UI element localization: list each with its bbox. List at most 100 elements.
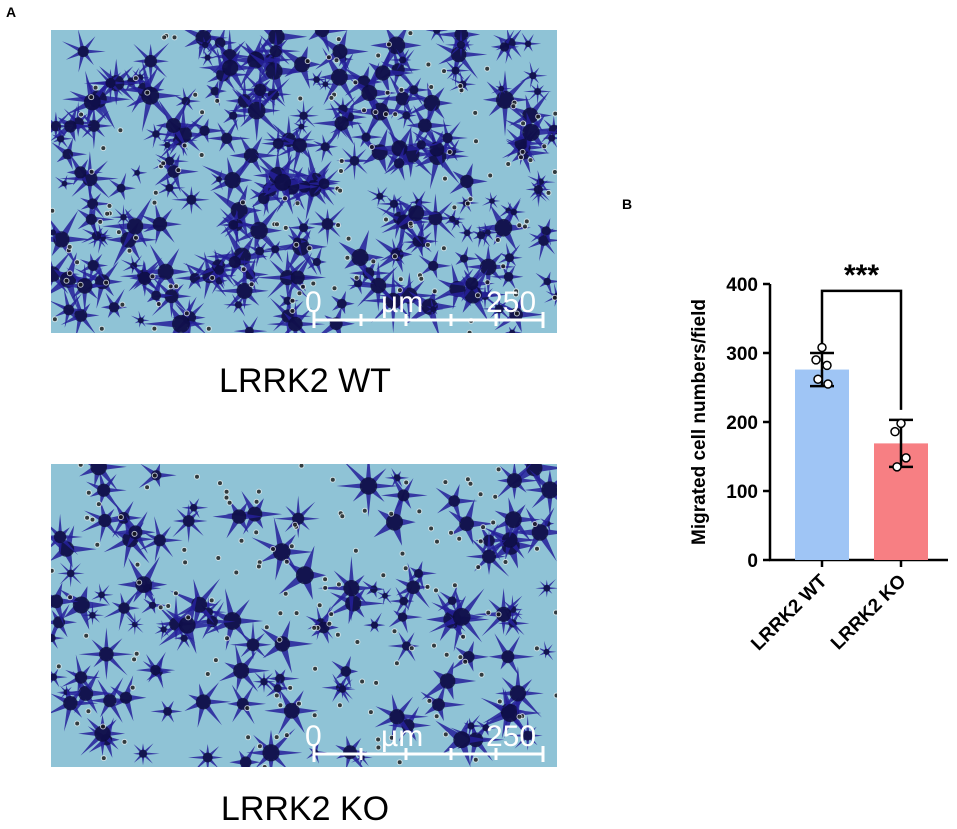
membrane-pore [238, 537, 245, 544]
membrane-pore [516, 713, 523, 720]
membrane-pore [85, 489, 92, 496]
membrane-pore [541, 143, 548, 150]
membrane-pore [396, 759, 403, 766]
cell-nucleus [87, 198, 98, 210]
membrane-pore [51, 316, 58, 323]
membrane-pore [399, 550, 406, 557]
cell-nucleus [182, 515, 195, 527]
membrane-pore [282, 195, 288, 202]
cell-nucleus [393, 158, 405, 169]
membrane-pore [248, 281, 255, 288]
stained-cell [367, 47, 414, 95]
membrane-pore [433, 587, 439, 594]
cell-nucleus [522, 107, 539, 124]
data-point [901, 453, 911, 463]
cell-nucleus [262, 744, 280, 762]
membrane-pore [388, 734, 395, 741]
membrane-pore [428, 84, 435, 90]
cell-nucleus [502, 532, 518, 548]
membrane-pore [383, 216, 389, 223]
membrane-pore [173, 283, 180, 290]
cell-nucleus [525, 464, 543, 477]
membrane-pore [522, 223, 528, 230]
panel-a-letter: A [6, 4, 17, 20]
membrane-pore [255, 563, 262, 570]
membrane-pore [151, 325, 158, 332]
cell-nucleus [64, 120, 77, 133]
membrane-pore [263, 624, 270, 631]
cell-nucleus [253, 83, 267, 96]
cell-nucleus [72, 596, 90, 614]
cell-nucleus [134, 169, 141, 176]
y-tick-label: 0 [747, 551, 758, 572]
cell-nucleus [331, 68, 348, 86]
membrane-pore [426, 697, 433, 704]
y-tick-label: 400 [726, 275, 758, 296]
cell-nucleus [386, 513, 403, 531]
membrane-pore [306, 245, 313, 252]
cell-nucleus [283, 296, 292, 305]
cell-nucleus [138, 271, 152, 285]
cell-nucleus [98, 591, 105, 599]
membrane-pore [239, 199, 246, 206]
cell-nucleus [361, 85, 378, 101]
membrane-pore [151, 472, 158, 479]
cell-nucleus [164, 142, 171, 148]
cell-nucleus [524, 40, 532, 47]
membrane-pore [398, 86, 405, 93]
membrane-pore [273, 734, 280, 741]
membrane-pore [133, 234, 139, 241]
cell-nucleus [332, 44, 348, 59]
membrane-pore [51, 567, 55, 574]
cell-nucleus [231, 509, 247, 524]
membrane-pore [283, 732, 290, 739]
membrane-pore [375, 52, 382, 59]
cell-nucleus [74, 166, 87, 179]
membrane-pore [133, 650, 140, 657]
membrane-pore [328, 611, 335, 618]
cell-nucleus [399, 596, 409, 606]
stained-cell [79, 464, 127, 492]
x-tick-label: LRRK2 KO [827, 571, 911, 655]
membrane-pore [353, 274, 360, 281]
cell-nucleus [224, 172, 241, 189]
membrane-pore [185, 614, 192, 621]
membrane-pore [553, 609, 557, 616]
micrograph-wt: 0 µm 250 [51, 30, 557, 333]
membrane-pore [98, 325, 105, 332]
cell-nucleus [430, 306, 437, 313]
membrane-pore [464, 476, 471, 483]
membrane-pore [516, 222, 523, 229]
membrane-pore [367, 709, 374, 716]
cell-nucleus [433, 30, 441, 34]
data-point [890, 426, 900, 437]
data-point [817, 342, 827, 353]
membrane-pore [500, 263, 507, 270]
cell-nucleus [370, 277, 387, 294]
membrane-pore [287, 684, 294, 691]
membrane-pore [297, 95, 304, 102]
membrane-pore [372, 109, 379, 116]
membrane-pore [172, 590, 179, 597]
membrane-pore [277, 702, 284, 709]
cell-nucleus [63, 696, 78, 711]
membrane-pore [433, 713, 440, 720]
membrane-pore [215, 555, 222, 561]
membrane-pore [407, 220, 414, 227]
membrane-pore [136, 579, 143, 586]
significance-bracket [820, 289, 903, 410]
membrane-pore [393, 660, 400, 667]
membrane-pore [277, 610, 284, 617]
cell-nucleus [258, 192, 270, 205]
cell-nucleus [275, 673, 285, 684]
membrane-pore [442, 175, 448, 182]
membrane-pore [74, 720, 81, 727]
membrane-pore [451, 204, 458, 211]
cell-nucleus [292, 138, 307, 153]
cell-nucleus [449, 215, 456, 223]
cell-nucleus [166, 118, 181, 133]
cell-nucleus [409, 85, 419, 95]
cell-nucleus [370, 585, 378, 593]
cell-nucleus [467, 722, 475, 730]
membrane-pore [407, 30, 414, 37]
